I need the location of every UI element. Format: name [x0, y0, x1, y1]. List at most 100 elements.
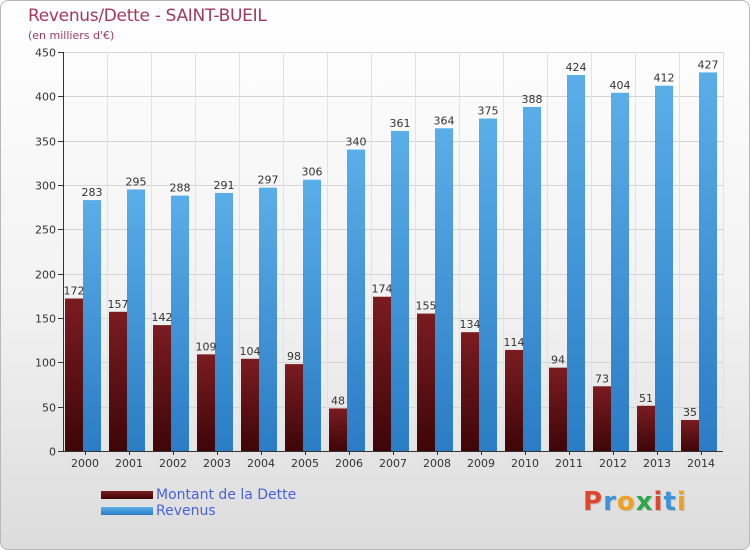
bar-revenus — [215, 192, 233, 452]
y-tick-label: 250 — [35, 224, 56, 237]
bar-revenus — [347, 149, 365, 452]
data-label-revenus: 340 — [346, 136, 367, 149]
bar-revenus — [567, 75, 585, 451]
data-label-revenus: 297 — [258, 174, 279, 187]
data-label-dette: 109 — [196, 340, 217, 353]
y-tick-label: 0 — [49, 446, 56, 459]
bar-dette — [681, 419, 699, 451]
bar-revenus — [699, 72, 717, 451]
logo-letter: t — [663, 487, 677, 517]
data-label-dette: 98 — [287, 350, 301, 363]
data-label-dette: 73 — [595, 372, 609, 385]
bar-dette — [329, 408, 347, 451]
data-label-dette: 174 — [372, 283, 393, 296]
data-label-revenus: 375 — [478, 105, 499, 118]
data-label-dette: 172 — [64, 284, 85, 297]
bar-revenus — [259, 187, 277, 451]
bar-revenus — [611, 92, 629, 451]
y-tick-label: 100 — [35, 357, 56, 370]
data-label-revenus: 306 — [302, 166, 323, 179]
data-label-revenus: 295 — [126, 175, 147, 188]
x-tick-label: 2002 — [159, 457, 187, 470]
data-label-revenus: 288 — [170, 182, 191, 195]
chart-subtitle: (en milliers d'€) — [28, 29, 115, 42]
bar-dette — [65, 298, 83, 451]
data-label-dette: 48 — [331, 394, 345, 407]
x-tick-label: 2006 — [335, 457, 363, 470]
bar-dette — [241, 358, 259, 451]
x-tick-label: 2014 — [687, 457, 715, 470]
x-tick-label: 2004 — [247, 457, 275, 470]
bar-revenus — [391, 130, 409, 451]
bars: 283 172 295 157 288 142 291 109 297 104 306 98 340 48… — [64, 58, 719, 452]
bar-dette — [417, 313, 435, 451]
logo-letter: x — [635, 487, 654, 517]
data-label-revenus: 404 — [610, 79, 631, 92]
legend-swatch-dette — [101, 491, 153, 499]
x-tick-label: 2000 — [71, 457, 99, 470]
bar-dette — [285, 364, 303, 451]
bar-revenus — [303, 179, 321, 451]
x-tick-label: 2009 — [467, 457, 495, 470]
y-tick-label: 300 — [35, 180, 56, 193]
x-tick-label: 2013 — [643, 457, 671, 470]
bar-revenus — [127, 189, 145, 451]
y-tick-label: 200 — [35, 269, 56, 282]
x-tick-label: 2007 — [379, 457, 407, 470]
data-label-dette: 104 — [240, 345, 261, 358]
legend-label-dette: Montant de la Dette — [156, 487, 297, 503]
data-label-dette: 142 — [152, 311, 173, 324]
logo-letter: r — [603, 487, 617, 517]
bar-dette — [461, 332, 479, 451]
data-label-revenus: 364 — [434, 114, 455, 127]
y-axis: 0 50 100 150 200 250 300 350 400 450 — [35, 47, 64, 459]
x-tick-label: 2003 — [203, 457, 231, 470]
y-tick-label: 150 — [35, 313, 56, 326]
bar-revenus — [171, 195, 189, 451]
bar-revenus — [435, 128, 453, 451]
data-label-revenus: 388 — [522, 93, 543, 106]
data-label-dette: 134 — [460, 318, 481, 331]
bar-dette — [549, 367, 567, 451]
x-tick-label: 2008 — [423, 457, 451, 470]
x-tick-label: 2001 — [115, 457, 143, 470]
logo-letter: o — [616, 487, 636, 517]
data-label-dette: 114 — [504, 336, 525, 349]
data-label-revenus: 283 — [82, 186, 103, 199]
legend-swatch-revenus — [101, 507, 153, 515]
y-tick-label: 450 — [35, 47, 56, 60]
bar-revenus — [523, 106, 541, 452]
data-label-dette: 35 — [683, 406, 697, 419]
y-tick-label: 50 — [42, 402, 56, 415]
data-label-dette: 157 — [108, 298, 129, 311]
bar-dette — [373, 296, 391, 451]
logo-letter: i — [676, 487, 687, 517]
data-label-dette: 155 — [416, 300, 437, 313]
logo-letter: P — [583, 487, 604, 517]
legend-label-revenus: Revenus — [156, 503, 216, 519]
x-tick-label: 2010 — [511, 457, 539, 470]
bar-dette — [197, 354, 215, 451]
x-tick-label: 2005 — [291, 457, 319, 470]
data-label-revenus: 427 — [698, 58, 719, 71]
bar-dette — [637, 405, 655, 451]
bar-dette — [153, 325, 171, 451]
chart-title: Revenus/Dette - SAINT-BUEIL — [28, 6, 267, 26]
bar-dette — [505, 349, 523, 451]
y-tick-label: 350 — [35, 136, 56, 149]
bar-dette — [109, 311, 127, 451]
data-label-revenus: 412 — [654, 72, 675, 85]
bar-dette — [593, 386, 611, 451]
data-label-revenus: 291 — [214, 179, 235, 192]
data-label-revenus: 361 — [390, 117, 411, 130]
data-label-revenus: 424 — [566, 61, 587, 74]
bar-revenus — [83, 200, 101, 451]
x-tick-label: 2011 — [555, 457, 583, 470]
x-tick-label: 2012 — [599, 457, 627, 470]
logo-letter: i — [653, 487, 664, 517]
x-axis: 2000 2001 2002 2003 2004 2005 2006 2007 2008 2009… — [63, 451, 723, 470]
proxiti-logo: Proxiti — [583, 487, 687, 517]
data-label-dette: 94 — [551, 354, 565, 367]
